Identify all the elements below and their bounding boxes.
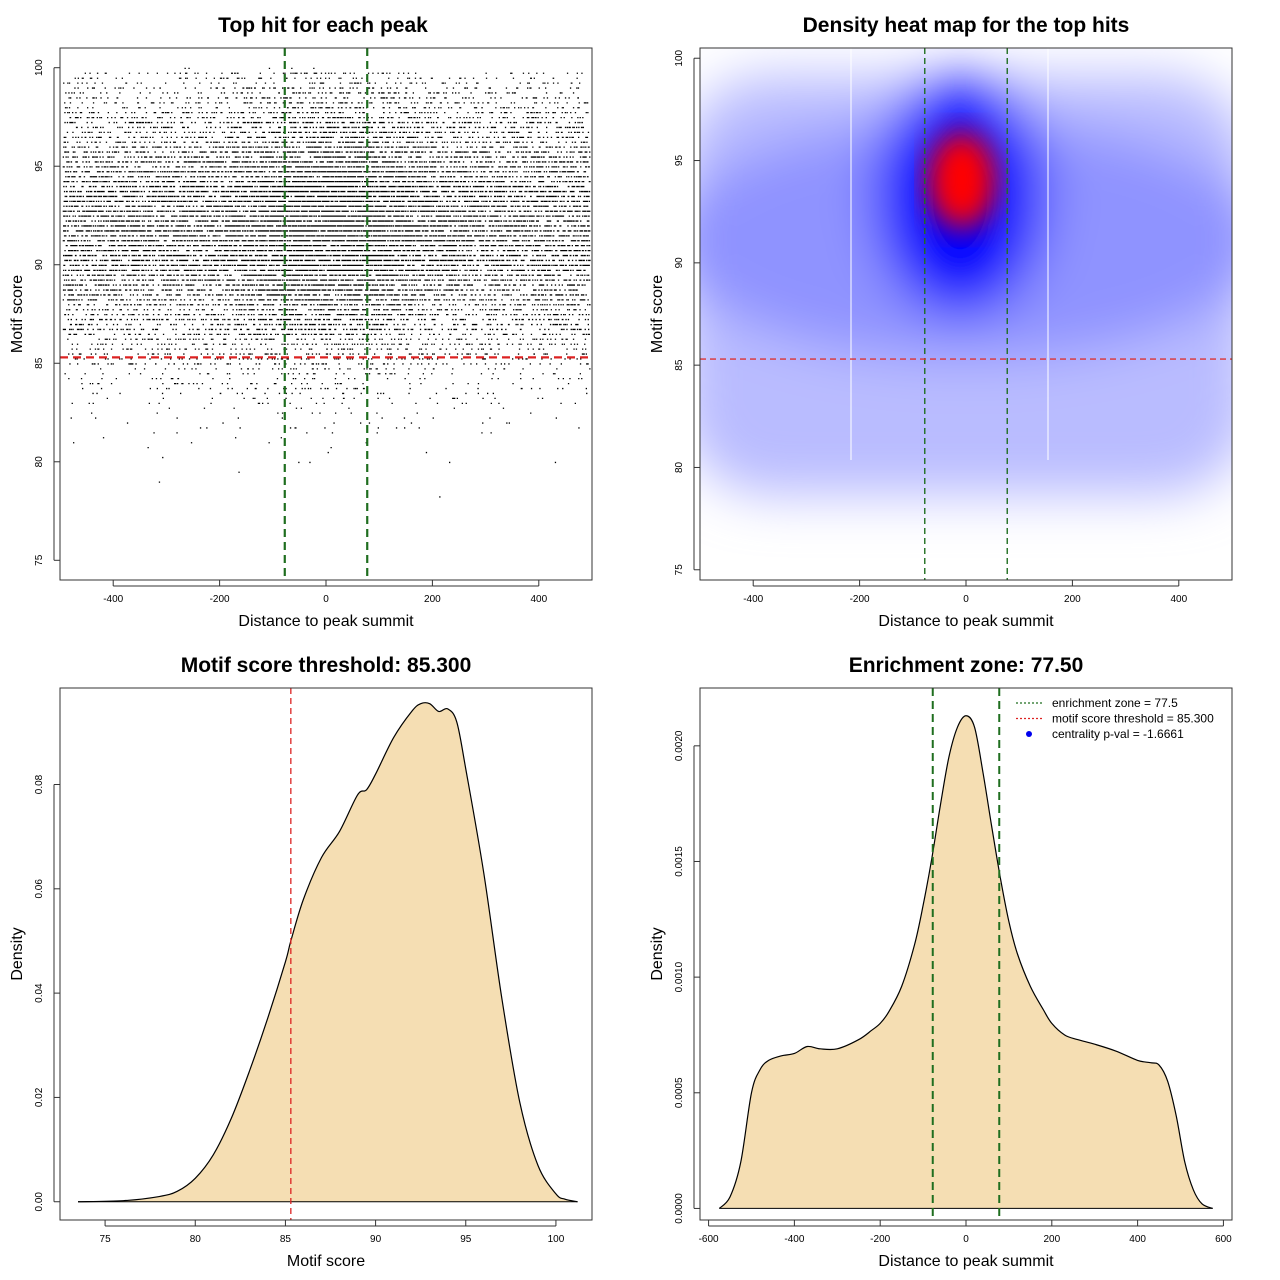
score-density-y-tick-label: 0.08	[34, 774, 45, 794]
heatmap-y-tick-label: 95	[674, 155, 685, 167]
score-density-y-tick-label: 0.06	[34, 879, 45, 899]
score-density-y-label: Density	[9, 927, 26, 980]
distance-density-x-tick-label: 0	[963, 1234, 969, 1245]
score-density-x-axis: 75 80 85 90 95 100	[100, 1220, 565, 1245]
score-density-y-axis: 0.00 0.02 0.04 0.06 0.08	[34, 774, 60, 1211]
heatmap-x-tick-label: -200	[850, 594, 870, 605]
scatter-y-axis: 75 80 85 90 95 100	[34, 59, 60, 566]
score-density-x-tick-label: 80	[190, 1234, 202, 1245]
score-density-x-tick-label: 95	[460, 1234, 472, 1245]
legend-label: enrichment zone = 77.5	[1052, 696, 1178, 710]
score-density-y-tick-label: 0.04	[34, 983, 45, 1003]
score-density-x-tick-label: 85	[280, 1234, 292, 1245]
scatter-x-tick-label: 0	[323, 594, 329, 605]
heatmap-y-label: Motif score	[649, 275, 666, 353]
distance-density-y-tick-label: 0.0020	[674, 730, 685, 761]
heatmap-title: Density heat map for the top hits	[803, 14, 1130, 37]
distance-density-x-tick-label: 600	[1215, 1234, 1232, 1245]
heatmap-density	[700, 48, 1232, 580]
score-density-curve	[78, 702, 578, 1203]
distance-density-x-label: Distance to peak summit	[878, 1253, 1054, 1270]
scatter-x-tick-label: -200	[210, 594, 230, 605]
score-density-area	[78, 702, 578, 1203]
scatter-y-tick-label: 100	[34, 59, 45, 76]
scatter-y-tick-label: 80	[34, 456, 45, 468]
heatmap-x-tick-label: 400	[1170, 594, 1187, 605]
heatmap-x-tick-label: -400	[743, 594, 763, 605]
heatmap-y-tick-label: 90	[674, 257, 685, 269]
distance-density-y-tick-label: 0.0005	[674, 1077, 685, 1108]
heatmap-y-tick-label: 80	[674, 461, 685, 473]
panel-heatmap: Density heat map for the top hits -400 -2…	[649, 14, 1233, 630]
legend: enrichment zone = 77.5 motif score thresh…	[1016, 696, 1214, 741]
score-density-title: Motif score threshold: 85.300	[181, 654, 472, 677]
distance-density-y-tick-label: 0.0010	[674, 961, 685, 992]
distance-density-x-tick-label: -200	[870, 1234, 890, 1245]
scatter-title: Top hit for each peak	[218, 14, 428, 37]
panel-score-density: Motif score threshold: 85.300 75 80 85 90 95…	[9, 654, 593, 1270]
distance-density-x-tick-label: 400	[1129, 1234, 1146, 1245]
distance-density-fill	[719, 715, 1213, 1209]
heatmap-y-axis: 75 80 85 90 95 100	[674, 49, 700, 575]
scatter-reflines	[60, 48, 592, 580]
heatmap-y-tick-label: 85	[674, 359, 685, 371]
heatmap-reflines	[700, 48, 1232, 580]
heatmap-y-tick-label: 75	[674, 564, 685, 576]
distance-density-area	[718, 715, 1213, 1209]
legend-dot-icon	[1026, 731, 1032, 737]
panel-distance-density: Enrichment zone: 77.50 -600 -400 -200 0 200 4…	[649, 654, 1233, 1270]
scatter-y-tick-label: 90	[34, 259, 45, 271]
distance-density-reflines	[931, 688, 1001, 1220]
scatter-y-label: Motif score	[9, 275, 26, 353]
distance-density-curve	[718, 715, 1213, 1209]
distance-density-y-axis: 0.0000 0.0005 0.0010 0.0015 0.0020	[674, 730, 700, 1224]
score-density-fill	[78, 702, 578, 1202]
distance-density-x-tick-label: 200	[1043, 1234, 1060, 1245]
score-density-x-tick-label: 90	[370, 1234, 382, 1245]
legend-label: motif score threshold = 85.300	[1052, 712, 1214, 726]
heatmap-x-tick-label: 200	[1064, 594, 1081, 605]
score-density-x-tick-label: 100	[548, 1234, 565, 1245]
distance-density-y-tick-label: 0.0015	[674, 846, 685, 877]
distance-density-y-tick-label: 0.0000	[674, 1193, 685, 1224]
distance-density-x-tick-label: -400	[784, 1234, 804, 1245]
scatter-x-tick-label: 200	[424, 594, 441, 605]
distance-density-x-tick-label: -600	[699, 1234, 719, 1245]
score-density-y-tick-label: 0.00	[34, 1192, 45, 1212]
panel-scatter: Top hit for each peak -400 -200 0 200 400 75…	[9, 14, 593, 630]
heatmap-y-tick-label: 100	[674, 49, 685, 66]
scatter-x-label: Distance to peak summit	[238, 613, 414, 630]
scatter-y-tick-label: 95	[34, 160, 45, 172]
heatmap-x-label: Distance to peak summit	[878, 613, 1054, 630]
scatter-x-tick-label: 400	[530, 594, 547, 605]
distance-density-y-label: Density	[649, 927, 666, 980]
distance-density-title: Enrichment zone: 77.50	[849, 654, 1084, 677]
heat-core-red	[928, 132, 996, 228]
scatter-x-axis: -400 -200 0 200 400	[103, 580, 548, 605]
score-density-plot-box	[59, 687, 593, 1221]
scatter-y-tick-label: 85	[34, 357, 45, 369]
score-density-y-tick-label: 0.02	[34, 1087, 45, 1107]
legend-label: centrality p-val = -1.6661	[1052, 727, 1184, 741]
scatter-points	[62, 67, 591, 498]
scatter-dots	[62, 67, 591, 498]
heatmap-x-tick-label: 0	[963, 594, 969, 605]
score-density-x-label: Motif score	[287, 1253, 365, 1270]
score-density-x-tick-label: 75	[100, 1234, 112, 1245]
distance-density-x-axis: -600 -400 -200 0 200 400 600	[699, 1220, 1232, 1245]
heatmap-x-axis: -400 -200 0 200 400	[743, 580, 1188, 605]
scatter-y-tick-label: 75	[34, 554, 45, 566]
scatter-x-tick-label: -400	[103, 594, 123, 605]
